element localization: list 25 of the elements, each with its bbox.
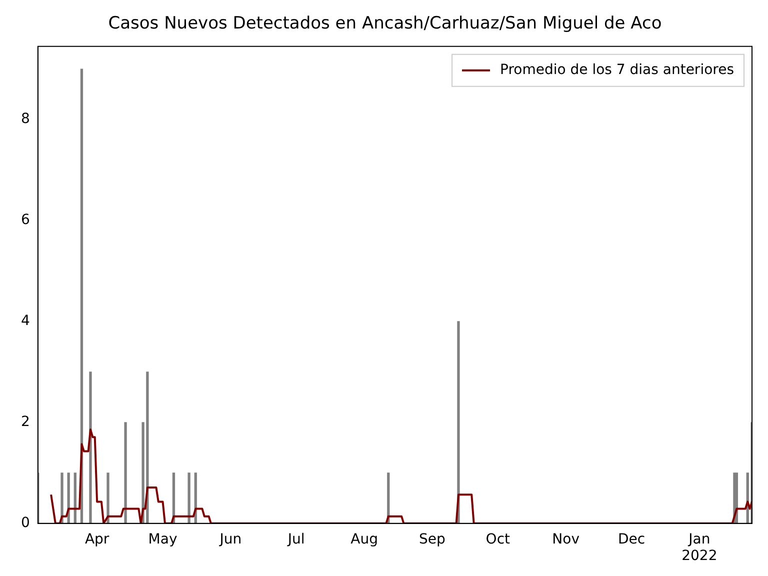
- x-tick-label: Jul: [286, 531, 305, 548]
- y-tick-label: 4: [20, 313, 30, 330]
- legend-label: Promedio de los 7 dias anteriores: [500, 62, 734, 78]
- y-tick-label: 6: [20, 212, 30, 228]
- y-tick-label: 0: [20, 515, 30, 532]
- bar: [188, 472, 190, 524]
- bar: [67, 472, 70, 524]
- x-tick-label: Sep: [418, 531, 446, 548]
- chart-title: Casos Nuevos Detectados en Ancash/Carhuaz/San Miguel de Aco: [108, 14, 662, 34]
- bar: [106, 472, 110, 524]
- bar: [124, 422, 127, 524]
- x-tick-label: Oct: [486, 531, 511, 548]
- x-tick-label: May: [148, 531, 178, 548]
- bar: [74, 472, 76, 524]
- bar: [89, 372, 92, 524]
- y-tick-label: 8: [20, 111, 30, 128]
- bar: [60, 472, 64, 524]
- x-tick-label: Apr: [84, 531, 110, 548]
- y-tick-label: 2: [20, 414, 30, 430]
- x-tick-label: Jun: [218, 531, 242, 548]
- x-tick-label: Jan 2022: [682, 531, 718, 564]
- x-tick-label: Aug: [350, 531, 378, 548]
- x-tick-label: Dec: [618, 531, 646, 548]
- bar: [457, 321, 460, 524]
- x-tick-label: Nov: [552, 531, 580, 548]
